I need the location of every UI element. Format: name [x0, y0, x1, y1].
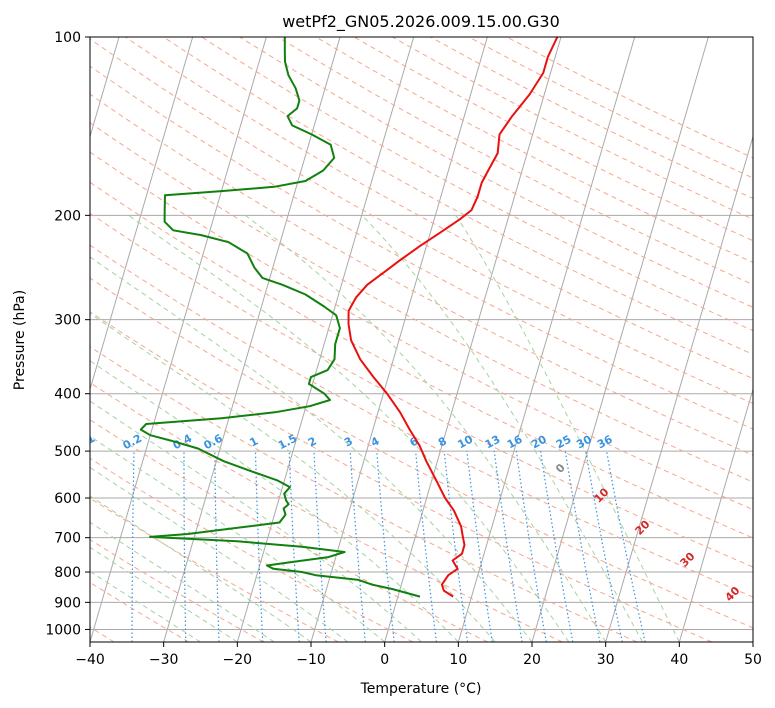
- axes: −40 −30 −20 −10 0 10 20 30 40 50 100 200 300 400 500 60…: [45, 30, 762, 668]
- x-tick-label: −40: [75, 652, 105, 668]
- isotherm: [752, 640, 753, 642]
- moist-adiabat: [90, 466, 349, 642]
- dry-adiabat: [90, 277, 753, 629]
- mixing-ratio-line: [443, 451, 469, 642]
- isotherm: [384, 37, 562, 642]
- plot-area: [90, 37, 753, 642]
- mixing-ratio-line: [605, 450, 646, 642]
- y-tick-label: 700: [54, 531, 81, 547]
- mixing-ratio-label: 16: [505, 433, 525, 452]
- x-tick-label: 40: [670, 652, 688, 668]
- mixing-ratio-line: [349, 451, 366, 642]
- moist-adiabat: [90, 546, 238, 642]
- dry-adiabat: [90, 419, 488, 642]
- mixing-ratio-label: 36: [595, 433, 615, 452]
- dry-adiabat: [90, 311, 712, 642]
- y-tick-label: 500: [54, 444, 81, 460]
- y-tick-label: 600: [54, 491, 81, 507]
- mixing-ratio-label: 0.1: [74, 432, 97, 453]
- dry-adiabat: [201, 37, 753, 332]
- y-tick-label: 100: [54, 30, 81, 46]
- dry-adiabat: [277, 37, 753, 286]
- chart-title: wetPf2_GN05.2026.009.15.00.G30: [282, 12, 560, 32]
- y-tick-label: 1000: [45, 622, 81, 638]
- isotherm: [236, 37, 415, 642]
- dry-adiabat: [90, 244, 753, 598]
- dry-adiabat: [90, 346, 638, 642]
- temperature-line: [347, 37, 559, 598]
- background-lines: [82, 37, 753, 642]
- mixing-ratio-line: [585, 450, 623, 642]
- isotherm: [678, 387, 753, 642]
- dry-adiabat: [90, 65, 753, 430]
- mixing-ratio-label: 25: [554, 433, 574, 452]
- moist-adiabat: [90, 312, 496, 642]
- y-tick-label: 400: [54, 387, 81, 403]
- dry-adiabat: [90, 538, 264, 642]
- sounding-profiles: [139, 37, 559, 598]
- x-tick-label: 50: [744, 652, 762, 668]
- mixing-ratio-line: [82, 451, 87, 642]
- isotherm: [163, 37, 341, 642]
- moist-adiabat: [244, 214, 607, 642]
- isotherm: [531, 37, 709, 642]
- dry-adiabat: [90, 122, 753, 483]
- plot-frame: [89, 36, 754, 643]
- dry-adiabat: [90, 581, 190, 642]
- moist-adiabat: [90, 435, 386, 642]
- moist-adiabat: [90, 400, 422, 642]
- mixing-ratio-label: 20: [529, 433, 549, 452]
- moist-adiabat: [90, 256, 533, 642]
- moist-adiabat: [455, 215, 680, 642]
- y-axis-label: Pressure (hPa): [12, 290, 28, 390]
- y-tick-label: 900: [54, 595, 81, 611]
- mixing-ratio-line: [466, 451, 493, 642]
- mixing-ratio-line: [564, 451, 601, 642]
- dry-adiabat-label: -10: [0, 421, 4, 445]
- y-tick-label: 300: [54, 313, 81, 329]
- dry-adiabat: [125, 37, 753, 380]
- isotherm: [457, 37, 636, 642]
- x-tick-label: 10: [449, 652, 467, 668]
- dry-adiabat: [90, 181, 753, 539]
- moist-adiabat: [361, 214, 643, 642]
- moist-adiabat: [90, 521, 275, 642]
- mixing-ratio-line: [493, 451, 523, 642]
- x-tick-label: 20: [523, 652, 541, 668]
- x-tick-label: 0: [380, 652, 389, 668]
- y-tick-label: 200: [54, 208, 81, 224]
- mixing-ratio-line: [415, 451, 437, 642]
- moist-adiabat: [128, 214, 570, 642]
- mixing-ratio-line: [376, 451, 395, 642]
- mixing-ratio-label: 13: [483, 433, 503, 452]
- mixing-ratio-label: 10: [455, 433, 475, 452]
- x-tick-label: 30: [597, 652, 615, 668]
- x-tick-label: −30: [149, 652, 179, 668]
- mixing-ratio-label: 30: [574, 433, 594, 452]
- x-tick-label: −20: [223, 652, 253, 668]
- isotherm: [90, 37, 194, 392]
- dewpoint-line: [139, 37, 421, 598]
- x-tick-label: −10: [296, 652, 326, 668]
- moist-adiabat: [90, 570, 201, 642]
- y-tick-label: 800: [54, 565, 81, 581]
- x-axis-label: Temperature (°C): [360, 681, 482, 697]
